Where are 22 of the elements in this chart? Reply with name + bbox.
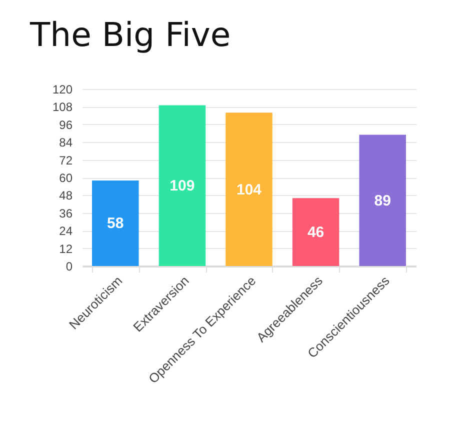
y-tick-label: 24 (59, 224, 73, 238)
y-tick-label: 108 (52, 100, 73, 114)
bar (92, 180, 139, 266)
data-label: 58 (107, 215, 124, 232)
chart-title: The Big Five (29, 15, 231, 54)
y-tick-label: 120 (52, 82, 73, 96)
y-tick-label: 12 (59, 242, 73, 256)
y-tick-label: 60 (59, 171, 73, 185)
data-label: 46 (307, 224, 324, 242)
data-label: 104 (236, 181, 262, 198)
y-tick-label: 48 (59, 188, 73, 203)
data-label: 89 (374, 192, 391, 210)
bar (359, 134, 406, 266)
bar (292, 198, 340, 266)
y-tick-label: 96 (59, 118, 73, 132)
bar (226, 112, 272, 266)
y-tick-label: 36 (59, 206, 73, 220)
data-label: 109 (170, 178, 195, 195)
y-tick-label: 72 (59, 153, 73, 168)
bar (158, 105, 206, 266)
y-tick-label: 84 (59, 136, 73, 150)
y-tick-label: 0 (66, 260, 73, 274)
